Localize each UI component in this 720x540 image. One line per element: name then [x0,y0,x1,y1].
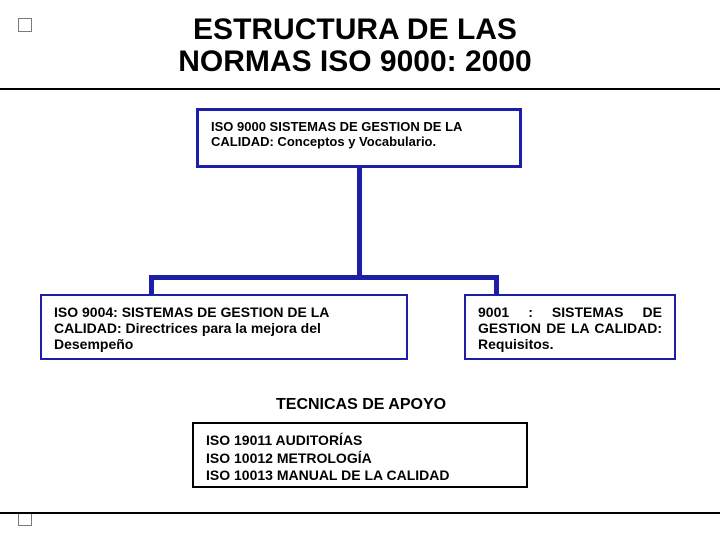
title-line1: ESTRUCTURA DE LAS [100,14,610,46]
node-iso-9000: ISO 9000 SISTEMAS DE GESTION DE LA CALID… [196,108,522,168]
bottom-line1: ISO 19011 AUDITORÍAS [206,432,514,450]
node-iso-9004-text: ISO 9004: SISTEMAS DE GESTION DE LA CALI… [54,304,329,352]
node-iso-9001-text: 9001 : SISTEMAS DE GESTION DE LA CALIDAD… [478,304,662,352]
connector-horizontal-branch [149,275,499,280]
connector-vertical-main [357,168,362,278]
bottom-line3: ISO 10013 MANUAL DE LA CALIDAD [206,467,514,485]
corner-marker-bottom-left [18,512,32,526]
node-iso-9000-text: ISO 9000 SISTEMAS DE GESTION DE LA CALID… [211,119,462,149]
node-tecnicas-apoyo: ISO 19011 AUDITORÍAS ISO 10012 METROLOGÍ… [192,422,528,488]
divider-bottom [0,512,720,514]
subtitle-text: TECNICAS DE APOYO [276,396,446,413]
connector-vertical-right [494,275,499,294]
corner-marker-top-left [18,18,32,32]
node-iso-9004: ISO 9004: SISTEMAS DE GESTION DE LA CALI… [40,294,408,360]
node-iso-9001: 9001 : SISTEMAS DE GESTION DE LA CALIDAD… [464,294,676,360]
page-title: ESTRUCTURA DE LAS NORMAS ISO 9000: 2000 [100,14,610,77]
divider-top [0,88,720,90]
subtitle-tecnicas: TECNICAS DE APOYO [276,396,446,414]
connector-vertical-left [149,275,154,294]
title-line2: NORMAS ISO 9000: 2000 [100,46,610,78]
bottom-line2: ISO 10012 METROLOGÍA [206,450,514,468]
